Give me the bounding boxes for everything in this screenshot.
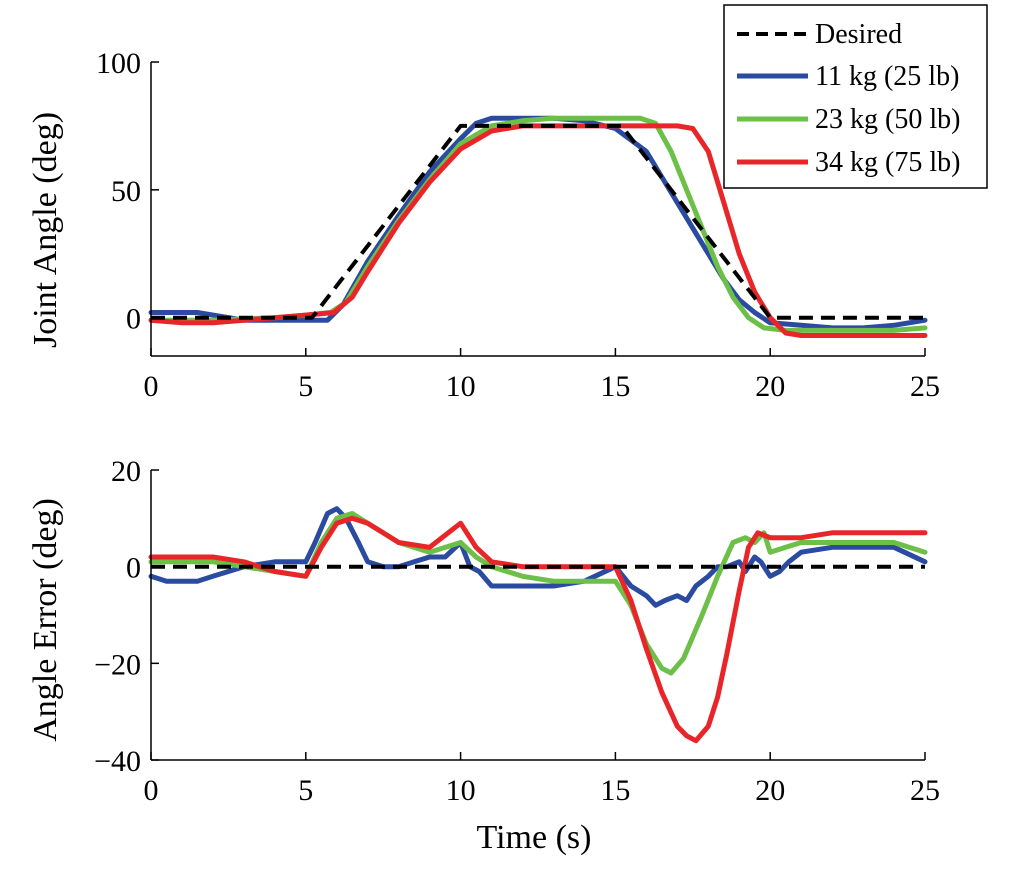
time-xlabel: Time (s) [477, 819, 592, 856]
legend-label-34kg: 34 kg (75 lb) [815, 147, 960, 178]
joint-angle-xtick-label: 25 [910, 370, 940, 403]
joint-angle-plot: 0 5 10 15 20 25 0 50 100 Joint Angle (deg) Desir… [27, 4, 988, 403]
angle-error-ytick-label: −40 [94, 745, 141, 778]
angle-error-ytick-label: −20 [94, 648, 141, 681]
angle-error-axes: 0 5 10 15 20 25 −40 −20 0 20 [94, 455, 940, 807]
angle-error-ylabel: Angle Error (deg) [27, 498, 64, 742]
angle-error-plot: 0 5 10 15 20 25 −40 −20 0 20 Angle Error (deg) Ti… [27, 455, 940, 856]
legend-label-23kg: 23 kg (50 lb) [815, 104, 960, 135]
angle-error-xtick-label: 5 [298, 774, 313, 807]
angle-error-xtick-label: 0 [144, 774, 159, 807]
angle-error-ytick-label: 0 [126, 552, 141, 585]
joint-angle-series [148, 115, 928, 338]
joint-angle-series-34-kg-75-lb [148, 123, 928, 338]
joint-angle-ytick-label: 0 [126, 303, 141, 336]
joint-angle-xtick-label: 15 [600, 370, 630, 403]
angle-error-series-11-kg-25-lb [148, 506, 928, 608]
legend: Desired 11 kg (25 lb) 23 kg (50 lb) 34 k… [723, 4, 988, 189]
angle-error-xtick-label: 25 [910, 774, 940, 807]
joint-angle-series-11-kg-25-lb [148, 115, 928, 331]
legend-label-11kg: 11 kg (25 lb) [815, 61, 959, 92]
angle-error-xtick-label: 15 [600, 774, 630, 807]
joint-angle-xtick-label: 0 [144, 370, 159, 403]
joint-angle-xtick-label: 5 [298, 370, 313, 403]
angle-error-series-23-kg-50-lb [148, 511, 928, 676]
joint-angle-axes: 0 5 10 15 20 25 0 50 100 [96, 47, 940, 403]
joint-angle-ytick-label: 50 [111, 175, 141, 208]
angle-error-ytick-label: 20 [111, 455, 141, 488]
joint-angle-xtick-label: 20 [755, 370, 785, 403]
angle-error-xtick-label: 20 [755, 774, 785, 807]
joint-angle-series-desired [151, 123, 925, 320]
angle-error-series [148, 506, 928, 744]
joint-angle-ylabel: Joint Angle (deg) [27, 112, 64, 348]
joint-angle-xtick-label: 10 [446, 370, 476, 403]
legend-label-desired: Desired [815, 19, 902, 50]
angle-error-xtick-label: 10 [446, 774, 476, 807]
joint-angle-ytick-label: 100 [96, 47, 141, 80]
